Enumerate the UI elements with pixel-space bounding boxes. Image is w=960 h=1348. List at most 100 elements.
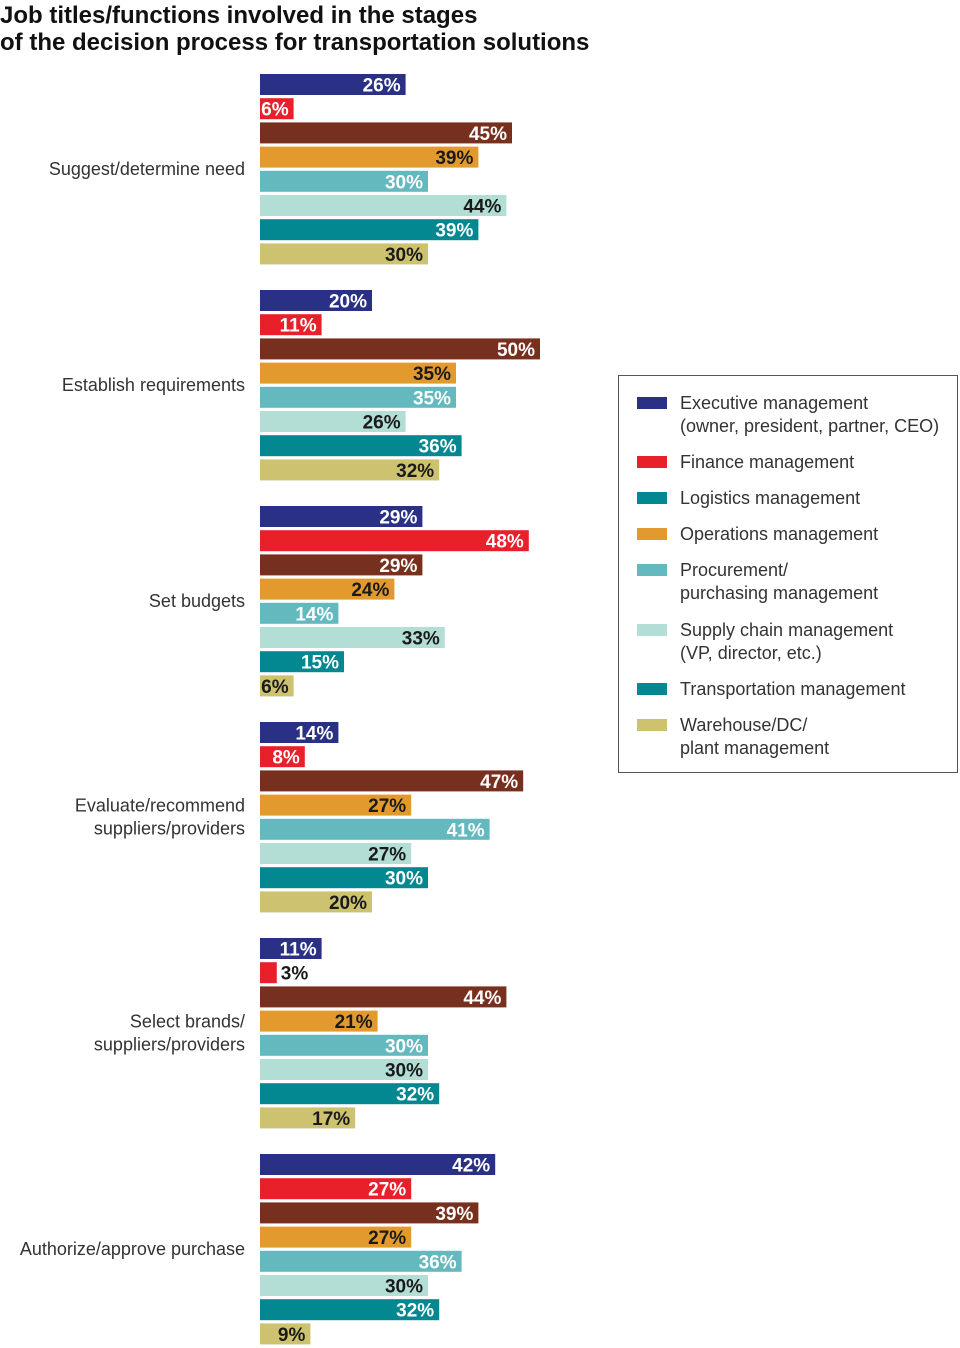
data-label: 26%	[363, 413, 401, 434]
data-label: 27%	[368, 1228, 406, 1249]
bar	[260, 314, 322, 336]
bar	[260, 122, 512, 144]
legend-label: Transportation management	[680, 679, 906, 699]
legend-swatch	[637, 624, 667, 636]
category-label: Set budgets	[149, 591, 245, 611]
bar	[260, 818, 490, 840]
data-label: 35%	[413, 388, 451, 409]
category-label: Select brands/suppliers/providers	[94, 1012, 245, 1055]
bar	[260, 602, 339, 624]
bar	[260, 459, 440, 481]
legend-swatch	[637, 397, 667, 409]
data-label: 29%	[379, 556, 417, 577]
data-label: 24%	[351, 580, 389, 601]
bar	[260, 770, 524, 792]
data-label: 30%	[385, 172, 423, 193]
bar	[260, 554, 423, 576]
data-label: 26%	[363, 76, 401, 97]
data-label: 44%	[463, 197, 501, 218]
bar	[260, 794, 412, 816]
data-label: 39%	[435, 148, 473, 169]
data-label: 27%	[368, 796, 406, 817]
data-label: 17%	[312, 1109, 350, 1130]
bar	[260, 435, 462, 457]
bar	[260, 1107, 356, 1129]
bar	[260, 722, 339, 743]
chart-title-line-1: Job titles/functions involved in the sta…	[0, 2, 478, 29]
bar	[260, 627, 445, 648]
bar	[260, 578, 395, 600]
data-label: 44%	[463, 988, 501, 1009]
bar	[260, 411, 406, 432]
bar	[260, 1299, 440, 1321]
chart-title-line-2: of the decision process for transportati…	[0, 29, 590, 56]
legend-swatch	[637, 456, 667, 468]
bar	[260, 867, 428, 889]
bar	[260, 170, 428, 192]
legend-swatch	[637, 564, 667, 576]
chart-title: Job titles/functions involved in the sta…	[0, 2, 700, 56]
data-label: 21%	[335, 1012, 373, 1033]
data-label: 6%	[261, 677, 289, 698]
bar	[260, 98, 294, 120]
data-label: 14%	[295, 724, 333, 745]
bar	[260, 386, 456, 408]
bar	[260, 530, 529, 552]
data-label: 30%	[385, 1061, 423, 1082]
bar	[260, 1034, 428, 1056]
data-label: 20%	[329, 292, 367, 313]
data-label: 30%	[385, 1277, 423, 1298]
data-label: 11%	[280, 316, 317, 337]
bar	[260, 1010, 378, 1032]
category-label: Authorize/approve purchase	[20, 1239, 245, 1259]
bar	[260, 362, 456, 384]
category-label: Suggest/determine need	[49, 159, 245, 179]
data-label: 45%	[469, 124, 507, 145]
data-label: 14%	[295, 604, 333, 625]
data-label: 30%	[385, 1036, 423, 1057]
bar	[260, 1275, 428, 1296]
data-label: 32%	[396, 461, 434, 482]
legend-label: Supply chain management (VP, director, et…	[680, 620, 894, 663]
category-label: Evaluate/recommend suppliers/providers	[75, 796, 245, 839]
data-label: 33%	[402, 629, 440, 650]
data-label: 30%	[385, 245, 423, 266]
bar	[260, 986, 507, 1008]
data-label: 42%	[452, 1156, 490, 1177]
data-label: 29%	[379, 508, 417, 529]
bar	[260, 1250, 462, 1272]
legend-label: Executive management (owner, president, p…	[680, 393, 940, 436]
bar	[260, 746, 305, 768]
data-label: 6%	[261, 100, 289, 121]
legend-label: Operations management	[680, 524, 879, 544]
bar	[260, 1202, 479, 1224]
bar	[260, 195, 507, 216]
bar	[260, 219, 479, 241]
data-label: 36%	[419, 437, 457, 458]
data-label: 20%	[329, 893, 367, 914]
data-label: 50%	[497, 340, 535, 361]
bar	[260, 1178, 412, 1200]
data-label: 41%	[447, 820, 485, 841]
bar	[260, 891, 372, 913]
bar	[260, 1226, 412, 1248]
bar	[260, 338, 540, 360]
bar	[260, 146, 479, 168]
data-label: 32%	[396, 1301, 434, 1322]
data-label: 15%	[301, 653, 339, 674]
data-label: 30%	[385, 869, 423, 890]
data-label: 3%	[281, 964, 309, 985]
legend-swatch	[637, 528, 667, 540]
legend-label: Procurement/purchasing management	[680, 560, 879, 603]
legend-swatch	[637, 719, 667, 731]
data-label: 48%	[486, 532, 524, 553]
legend-swatch	[637, 683, 667, 695]
data-label: 8%	[272, 748, 300, 769]
bar	[260, 1059, 428, 1080]
bar	[260, 675, 294, 697]
data-label: 39%	[435, 221, 473, 242]
data-label: 39%	[435, 1204, 473, 1225]
data-label: 36%	[419, 1252, 457, 1273]
bar	[260, 1323, 311, 1345]
